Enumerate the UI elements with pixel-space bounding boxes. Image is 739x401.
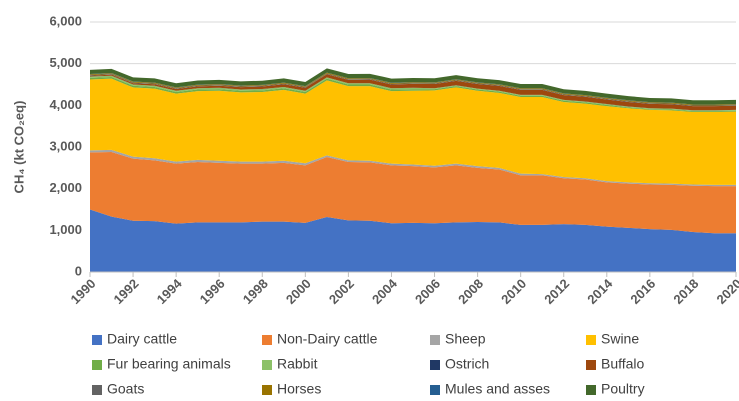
legend-swatch xyxy=(92,360,102,370)
x-tick-label: 1992 xyxy=(111,276,142,307)
legend-label: Rabbit xyxy=(277,356,318,372)
legend-label: Ostrich xyxy=(445,356,489,372)
legend-swatch xyxy=(92,385,102,395)
x-tick-label: 1990 xyxy=(67,276,98,307)
legend-label: Mules and asses xyxy=(445,381,550,397)
y-axis-label: CH₄ (kt CO₂eq) xyxy=(11,101,26,194)
x-tick-label: 2004 xyxy=(369,275,401,307)
legend-swatch xyxy=(262,385,272,395)
x-tick-label: 2010 xyxy=(498,276,529,307)
legend-swatch xyxy=(586,335,596,345)
y-tick-label: 2,000 xyxy=(49,180,82,195)
y-tick-label: 5,000 xyxy=(49,55,82,70)
legend-label: Sheep xyxy=(445,331,486,347)
legend-swatch xyxy=(262,360,272,370)
y-tick-label: 4,000 xyxy=(49,97,82,112)
legend-label: Non-Dairy cattle xyxy=(277,331,378,347)
y-tick-label: 1,000 xyxy=(49,222,82,237)
x-tick-label: 2008 xyxy=(455,276,486,307)
area xyxy=(90,209,736,272)
legend-swatch xyxy=(430,360,440,370)
x-tick-label: 2016 xyxy=(627,276,658,307)
x-tick-label: 2006 xyxy=(412,276,443,307)
legend-swatch xyxy=(92,335,102,345)
x-tick-label: 2000 xyxy=(283,276,314,307)
x-tick-label: 2014 xyxy=(584,275,616,307)
area xyxy=(90,74,736,111)
x-tick-label: 2002 xyxy=(326,276,357,307)
x-tick-label: 2020 xyxy=(713,276,739,307)
x-tick-label: 2018 xyxy=(670,276,701,307)
legend-label: Horses xyxy=(277,381,321,397)
area xyxy=(90,152,736,234)
legend-label: Buffalo xyxy=(601,356,645,372)
legend-label: Goats xyxy=(107,381,144,397)
legend-label: Dairy cattle xyxy=(107,331,177,347)
legend-label: Swine xyxy=(601,331,639,347)
x-tick-label: 2012 xyxy=(541,276,572,307)
legend-swatch xyxy=(430,385,440,395)
x-tick-label: 1998 xyxy=(240,276,271,307)
x-tick-label: 1996 xyxy=(197,276,228,307)
x-tick-label: 1994 xyxy=(154,275,186,307)
legend-label: Poultry xyxy=(601,381,645,397)
area xyxy=(90,78,736,185)
area xyxy=(90,68,736,105)
y-tick-label: 0 xyxy=(75,263,82,278)
legend-label: Fur bearing animals xyxy=(107,356,231,372)
legend-swatch xyxy=(430,335,440,345)
legend-swatch xyxy=(586,385,596,395)
y-tick-label: 3,000 xyxy=(49,138,82,153)
legend-swatch xyxy=(262,335,272,345)
y-tick-label: 6,000 xyxy=(49,13,82,28)
legend-swatch xyxy=(586,360,596,370)
